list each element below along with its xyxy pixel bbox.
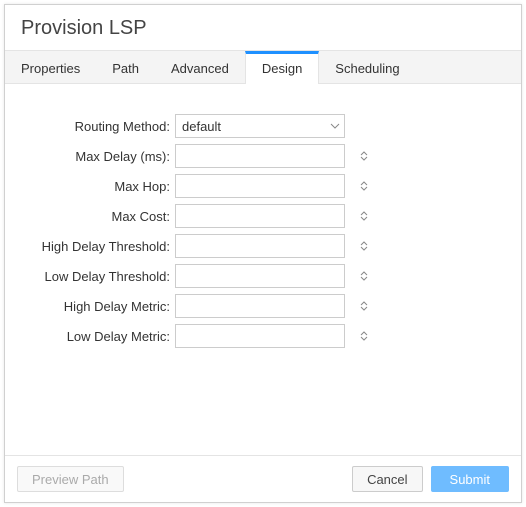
field-low-delay-threshold[interactable] (176, 265, 360, 287)
label-routing-method: Routing Method: (25, 119, 175, 134)
field-low-delay-metric[interactable] (176, 325, 360, 347)
row-routing-method: Routing Method: default (25, 114, 501, 138)
input-max-delay[interactable] (175, 144, 345, 168)
input-max-cost[interactable] (175, 204, 345, 228)
spinner-icon[interactable] (360, 301, 371, 311)
row-low-delay-threshold: Low Delay Threshold: (25, 264, 501, 288)
select-routing-method-value: default (176, 119, 326, 134)
tab-advanced[interactable]: Advanced (155, 51, 245, 83)
label-low-delay-metric: Low Delay Metric: (25, 329, 175, 344)
spinner-icon[interactable] (360, 211, 371, 221)
tab-properties[interactable]: Properties (5, 51, 96, 83)
field-max-cost[interactable] (176, 205, 360, 227)
chevron-down-icon (326, 123, 344, 129)
label-low-delay-threshold: Low Delay Threshold: (25, 269, 175, 284)
tab-bar: Properties Path Advanced Design Scheduli… (5, 50, 521, 84)
field-high-delay-metric[interactable] (176, 295, 360, 317)
spinner-icon[interactable] (360, 241, 371, 251)
row-high-delay-metric: High Delay Metric: (25, 294, 501, 318)
tab-design[interactable]: Design (245, 51, 319, 84)
dialog-title: Provision LSP (5, 5, 521, 50)
input-max-hop[interactable] (175, 174, 345, 198)
input-low-delay-metric[interactable] (175, 324, 345, 348)
label-max-cost: Max Cost: (25, 209, 175, 224)
label-high-delay-metric: High Delay Metric: (25, 299, 175, 314)
spinner-icon[interactable] (360, 181, 371, 191)
dialog-footer: Preview Path Cancel Submit (5, 455, 521, 502)
label-max-delay: Max Delay (ms): (25, 149, 175, 164)
select-routing-method[interactable]: default (175, 114, 345, 138)
input-low-delay-threshold[interactable] (175, 264, 345, 288)
field-max-delay[interactable] (176, 145, 360, 167)
tab-path[interactable]: Path (96, 51, 155, 83)
row-high-delay-threshold: High Delay Threshold: (25, 234, 501, 258)
spinner-icon[interactable] (360, 331, 371, 341)
row-max-hop: Max Hop: (25, 174, 501, 198)
form-content: Routing Method: default Max Delay (ms): … (5, 84, 521, 455)
row-max-cost: Max Cost: (25, 204, 501, 228)
label-max-hop: Max Hop: (25, 179, 175, 194)
row-low-delay-metric: Low Delay Metric: (25, 324, 501, 348)
input-high-delay-metric[interactable] (175, 294, 345, 318)
cancel-button[interactable]: Cancel (352, 466, 422, 492)
field-high-delay-threshold[interactable] (176, 235, 360, 257)
spinner-icon[interactable] (360, 151, 371, 161)
tab-scheduling[interactable]: Scheduling (319, 51, 415, 83)
spinner-icon[interactable] (360, 271, 371, 281)
row-max-delay: Max Delay (ms): (25, 144, 501, 168)
provision-lsp-dialog: Provision LSP Properties Path Advanced D… (4, 4, 522, 503)
label-high-delay-threshold: High Delay Threshold: (25, 239, 175, 254)
field-max-hop[interactable] (176, 175, 360, 197)
input-high-delay-threshold[interactable] (175, 234, 345, 258)
preview-path-button[interactable]: Preview Path (17, 466, 124, 492)
submit-button[interactable]: Submit (431, 466, 509, 492)
